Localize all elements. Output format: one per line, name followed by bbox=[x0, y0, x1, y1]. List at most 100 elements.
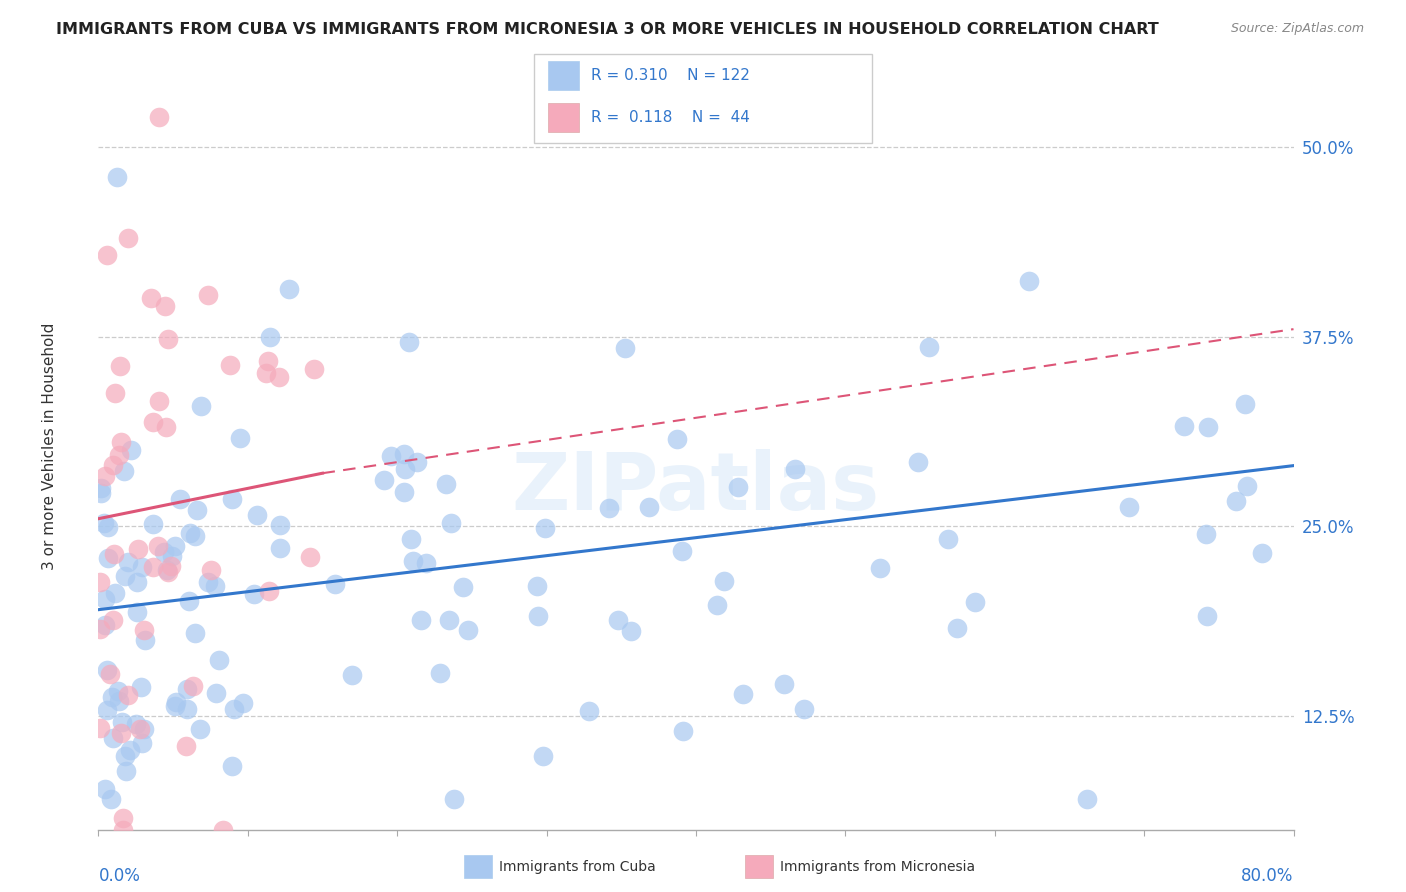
Point bbox=[93, 516, 115, 531]
Point bbox=[156, 332, 179, 346]
Point bbox=[269, 370, 291, 384]
Text: R =  0.118    N =  44: R = 0.118 N = 44 bbox=[591, 110, 749, 125]
Point bbox=[101, 731, 124, 746]
Point bbox=[672, 723, 695, 738]
Point bbox=[176, 702, 198, 716]
Point bbox=[188, 722, 211, 736]
Point bbox=[89, 622, 111, 636]
Point bbox=[114, 749, 136, 764]
Point bbox=[299, 550, 322, 565]
Point bbox=[107, 683, 129, 698]
Point bbox=[120, 742, 142, 756]
Point bbox=[96, 703, 118, 717]
Point bbox=[527, 609, 550, 624]
Point bbox=[204, 579, 226, 593]
Point bbox=[197, 574, 219, 589]
Point bbox=[112, 464, 135, 478]
Point bbox=[90, 481, 112, 495]
Point bbox=[1197, 420, 1219, 434]
Point bbox=[405, 455, 427, 469]
Point bbox=[108, 694, 131, 708]
Point bbox=[437, 613, 460, 627]
Point bbox=[398, 334, 420, 349]
Point bbox=[125, 605, 148, 619]
Point bbox=[190, 399, 212, 413]
Point bbox=[104, 385, 127, 400]
Point bbox=[229, 431, 252, 445]
Point bbox=[117, 688, 139, 702]
Point bbox=[184, 529, 207, 543]
Point bbox=[160, 559, 183, 574]
Point bbox=[204, 686, 226, 700]
Text: 80.0%: 80.0% bbox=[1241, 867, 1294, 886]
Point bbox=[125, 717, 148, 731]
Point bbox=[142, 559, 165, 574]
Point bbox=[534, 521, 557, 535]
Point bbox=[429, 665, 451, 680]
Point bbox=[115, 764, 138, 779]
Point bbox=[110, 435, 132, 450]
Point bbox=[440, 516, 463, 530]
Point bbox=[302, 362, 325, 376]
Point bbox=[117, 231, 139, 245]
Point bbox=[127, 542, 149, 557]
Point bbox=[1234, 397, 1257, 411]
Point bbox=[415, 556, 437, 570]
Point bbox=[208, 653, 231, 667]
Point bbox=[620, 624, 643, 639]
Text: R = 0.310    N = 122: R = 0.310 N = 122 bbox=[591, 68, 749, 83]
Point bbox=[614, 341, 637, 355]
Point bbox=[402, 554, 425, 568]
Point bbox=[110, 359, 132, 374]
Point bbox=[105, 170, 128, 185]
Point bbox=[598, 501, 620, 516]
Point bbox=[142, 516, 165, 531]
Point bbox=[793, 702, 815, 716]
Point bbox=[110, 726, 132, 740]
Point bbox=[181, 679, 204, 693]
Point bbox=[443, 792, 465, 806]
Point bbox=[112, 811, 135, 825]
Point bbox=[134, 633, 156, 648]
Point bbox=[259, 329, 281, 343]
Point bbox=[200, 563, 222, 577]
Point bbox=[637, 500, 659, 514]
Point bbox=[1251, 546, 1274, 560]
Point bbox=[907, 455, 929, 469]
Point bbox=[131, 736, 153, 750]
Point bbox=[727, 480, 749, 494]
Text: Source: ZipAtlas.com: Source: ZipAtlas.com bbox=[1230, 22, 1364, 36]
Point bbox=[392, 485, 415, 500]
Point bbox=[269, 541, 291, 556]
Point bbox=[783, 461, 806, 475]
Point bbox=[323, 577, 346, 591]
Point bbox=[409, 614, 432, 628]
Point bbox=[129, 680, 152, 694]
Point bbox=[254, 366, 277, 380]
Point bbox=[97, 520, 120, 534]
Point bbox=[94, 781, 117, 796]
Point bbox=[184, 625, 207, 640]
Point bbox=[107, 448, 129, 462]
Point bbox=[89, 574, 111, 589]
Point bbox=[671, 543, 693, 558]
Point bbox=[94, 592, 117, 607]
Point bbox=[434, 476, 457, 491]
Point bbox=[394, 462, 416, 476]
Point bbox=[269, 517, 291, 532]
Point bbox=[141, 291, 163, 305]
Point bbox=[148, 539, 170, 553]
Point bbox=[257, 584, 280, 599]
Point bbox=[531, 748, 554, 763]
Point bbox=[713, 574, 735, 588]
Point bbox=[96, 663, 118, 677]
Point bbox=[526, 579, 548, 593]
Point bbox=[96, 248, 118, 262]
Point bbox=[100, 792, 122, 806]
Point bbox=[243, 586, 266, 600]
Point bbox=[1076, 792, 1098, 806]
Point bbox=[1236, 479, 1258, 493]
Point bbox=[197, 288, 219, 302]
Point bbox=[111, 822, 134, 837]
Point bbox=[155, 299, 177, 313]
